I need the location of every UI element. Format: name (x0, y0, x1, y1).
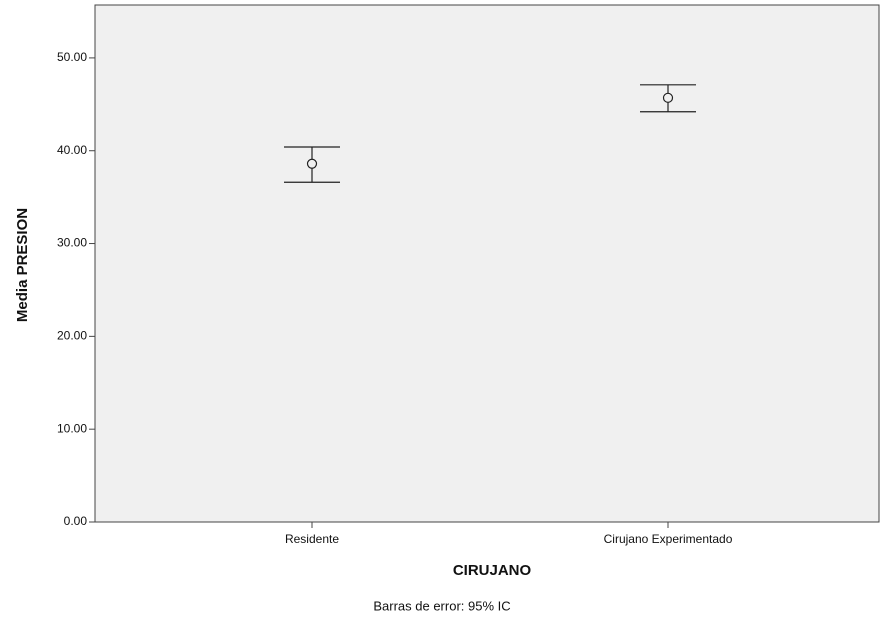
mean-marker (662, 92, 674, 103)
y-tick-label: 40.00 (57, 143, 87, 157)
y-tick-label: 20.00 (57, 329, 87, 343)
y-tick-label: 50.00 (57, 50, 87, 64)
y-tick-label: 30.00 (57, 236, 87, 250)
x-tick-label: Residente (285, 532, 339, 546)
mean-marker (306, 158, 318, 169)
x-axis-label: CIRUJANO (453, 562, 532, 579)
y-tick-label: 10.00 (57, 421, 87, 435)
y-axis-label: Media PRESION (14, 208, 31, 322)
x-tick-label: Cirujano Experimentado (604, 532, 733, 546)
footnote: Barras de error: 95% IC (373, 598, 510, 613)
y-tick-label: 0.00 (64, 514, 88, 528)
plot-area (94, 4, 880, 523)
